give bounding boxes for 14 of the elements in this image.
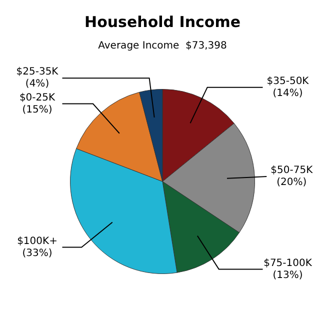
data-label: (14%) bbox=[272, 88, 303, 99]
slice-label: $0-25K bbox=[19, 92, 56, 104]
data-label: (33%) bbox=[22, 248, 52, 259]
data-label: (13%) bbox=[272, 270, 303, 281]
slice-label: $100K+ bbox=[17, 236, 58, 247]
chart-subtitle: Average Income $73,398 bbox=[98, 40, 227, 52]
data-label: (4%) bbox=[25, 78, 50, 90]
slice-label: $35-50K bbox=[266, 76, 310, 87]
slice-label: $75-100K bbox=[264, 258, 312, 269]
chart-title: Household Income bbox=[84, 12, 240, 31]
slice-label: $50-75K bbox=[270, 165, 314, 176]
data-label: (20%) bbox=[276, 177, 307, 188]
slice-label: $25-35K bbox=[16, 66, 59, 78]
data-label: (15%) bbox=[22, 104, 52, 116]
